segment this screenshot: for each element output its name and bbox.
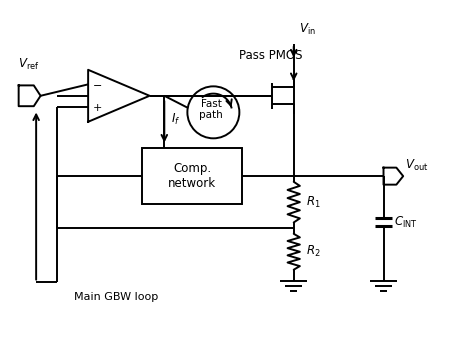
- Text: $R_1$: $R_1$: [306, 195, 320, 210]
- Polygon shape: [18, 85, 41, 106]
- Text: $C_\mathrm{INT}$: $C_\mathrm{INT}$: [394, 215, 418, 230]
- Text: Main GBW loop: Main GBW loop: [74, 292, 158, 302]
- Text: Fast
path: Fast path: [199, 99, 223, 120]
- Text: $+$: $+$: [91, 102, 102, 113]
- Text: Pass PMOS: Pass PMOS: [239, 49, 303, 62]
- Text: $V_\mathrm{out}$: $V_\mathrm{out}$: [405, 158, 428, 173]
- Text: Comp.
network: Comp. network: [168, 162, 216, 190]
- Text: $V_\mathrm{in}$: $V_\mathrm{in}$: [300, 22, 316, 37]
- Text: $V_\mathrm{ref}$: $V_\mathrm{ref}$: [18, 57, 40, 72]
- Text: $-$: $-$: [91, 79, 102, 89]
- Text: $I_f$: $I_f$: [171, 112, 180, 127]
- Bar: [143, 148, 242, 205]
- Text: $R_2$: $R_2$: [306, 244, 320, 259]
- Polygon shape: [383, 168, 403, 185]
